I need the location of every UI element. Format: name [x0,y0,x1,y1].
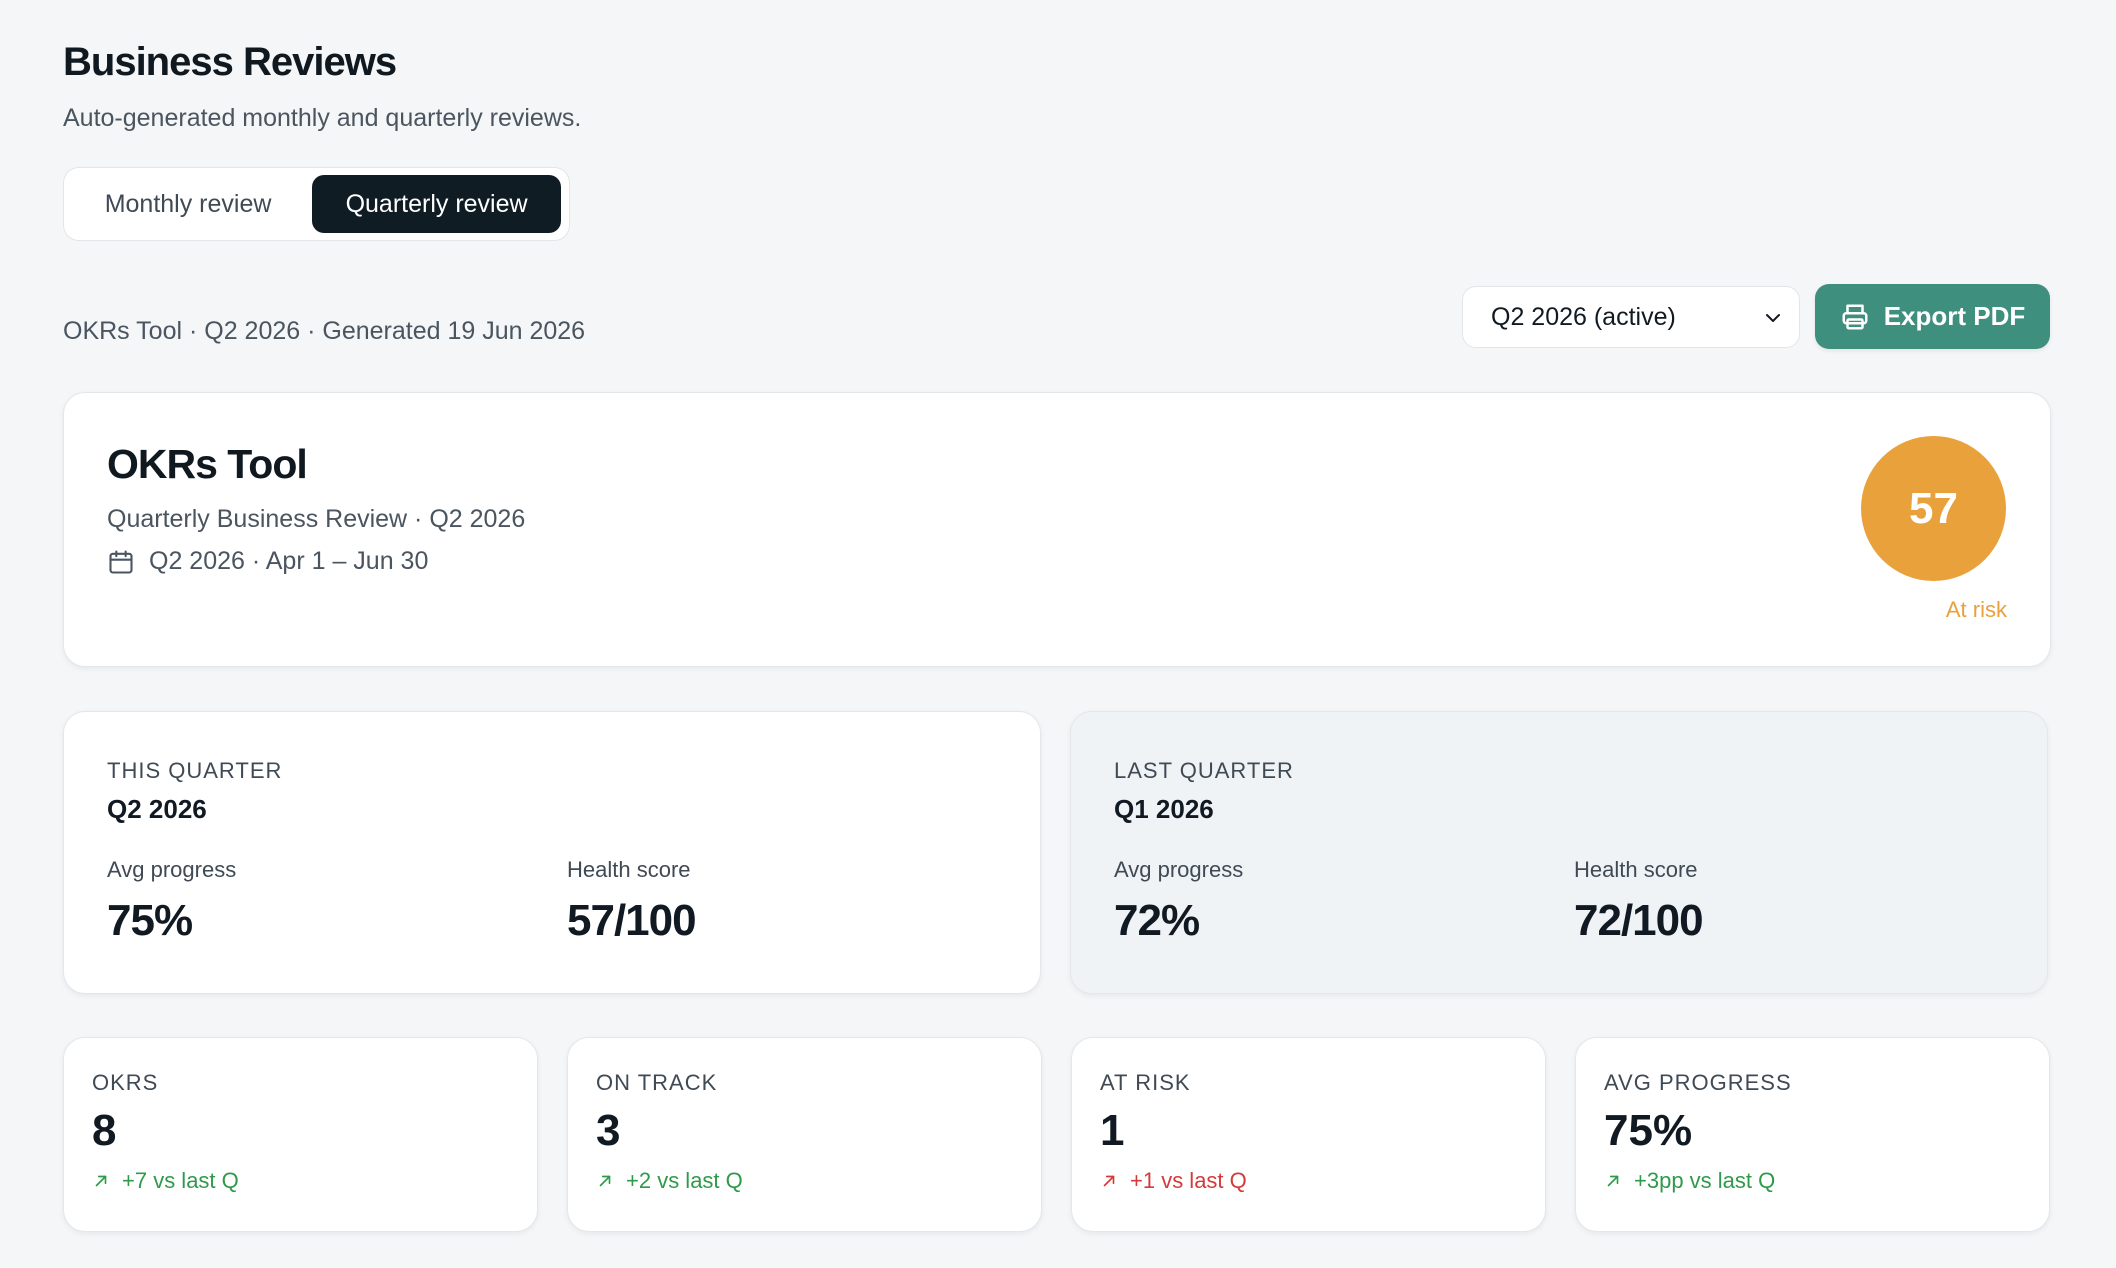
avg-progress-value: 72% [1114,896,1200,945]
tab-quarterly-review[interactable]: Quarterly review [312,175,561,233]
last-quarter-card: LAST QUARTER Q1 2026 Avg progress 72% He… [1070,711,2048,994]
arrow-up-right-icon [1607,1175,1619,1187]
product-title: OKRs Tool [107,441,308,487]
stat-delta-text: +7 vs last Q [122,1168,239,1193]
this-quarter-name: Q2 2026 [107,794,207,824]
stat-label: AVG PROGRESS [1604,1070,1792,1095]
health-score-value: 72/100 [1574,896,1704,945]
health-score-badge: 57 [1861,436,2006,581]
stat-delta-text: +2 vs last Q [626,1168,743,1193]
stat-card-at-risk: AT RISK 1 +1 vs last Q [1071,1037,1546,1232]
stat-value: 8 [92,1106,117,1155]
avg-progress-value: 75% [107,896,193,945]
review-summary-card: OKRs Tool Quarterly Business Review · Q2… [63,392,2051,667]
stat-delta: +2 vs last Q [596,1168,743,1194]
stat-card-okrs: OKRS 8 +7 vs last Q [63,1037,538,1232]
export-pdf-button[interactable]: Export PDF [1815,284,2050,349]
review-date-range: Q2 2026 · Apr 1 – Jun 30 [107,547,428,576]
stat-delta: +1 vs last Q [1100,1168,1247,1194]
stat-delta-text: +1 vs last Q [1130,1168,1247,1193]
quarter-select-value: Q2 2026 (active) [1491,302,1676,331]
last-quarter-eyebrow: LAST QUARTER [1114,758,1294,783]
stat-label: OKRS [92,1070,159,1095]
chevron-down-icon [1766,314,1780,322]
health-score-value: 57/100 [567,896,697,945]
health-status-label: At risk [1945,597,2007,622]
stat-value: 1 [1100,1106,1125,1155]
page-subtitle: Auto-generated monthly and quarterly rev… [63,104,582,132]
review-tabs: Monthly review Quarterly review [63,167,570,241]
date-range-text: Q2 2026 · Apr 1 – Jun 30 [149,547,429,575]
arrow-up-right-icon [1103,1175,1115,1187]
quarter-select[interactable]: Q2 2026 (active) [1462,286,1800,348]
stat-delta: +7 vs last Q [92,1168,239,1194]
stat-label: AT RISK [1100,1070,1191,1095]
review-meta-line: OKRs Tool · Q2 2026 · Generated 19 Jun 2… [63,317,586,345]
this-quarter-eyebrow: THIS QUARTER [107,758,283,783]
arrow-up-right-icon [599,1175,611,1187]
stat-value: 3 [596,1106,621,1155]
page-title: Business Reviews [63,40,397,84]
arrow-up-right-icon [95,1175,107,1187]
stat-value: 75% [1604,1106,1693,1155]
health-score-label: Health score [567,857,691,882]
export-pdf-label: Export PDF [1883,301,2026,331]
last-quarter-name: Q1 2026 [1114,794,1214,824]
printer-icon [1842,304,1868,329]
calendar-icon [109,549,133,574]
this-quarter-card: THIS QUARTER Q2 2026 Avg progress 75% He… [63,711,1041,994]
stat-delta-text: +3pp vs last Q [1634,1168,1776,1193]
avg-progress-label: Avg progress [107,857,237,882]
stat-label: ON TRACK [596,1070,718,1095]
avg-progress-label: Avg progress [1114,857,1244,882]
stat-card-avg-progress: AVG PROGRESS 75% +3pp vs last Q [1575,1037,2050,1232]
stat-card-on-track: ON TRACK 3 +2 vs last Q [567,1037,1042,1232]
review-type-label: Quarterly Business Review · Q2 2026 [107,505,526,533]
health-score-label: Health score [1574,857,1698,882]
tab-monthly-review[interactable]: Monthly review [104,189,272,218]
stat-delta: +3pp vs last Q [1604,1168,1775,1194]
